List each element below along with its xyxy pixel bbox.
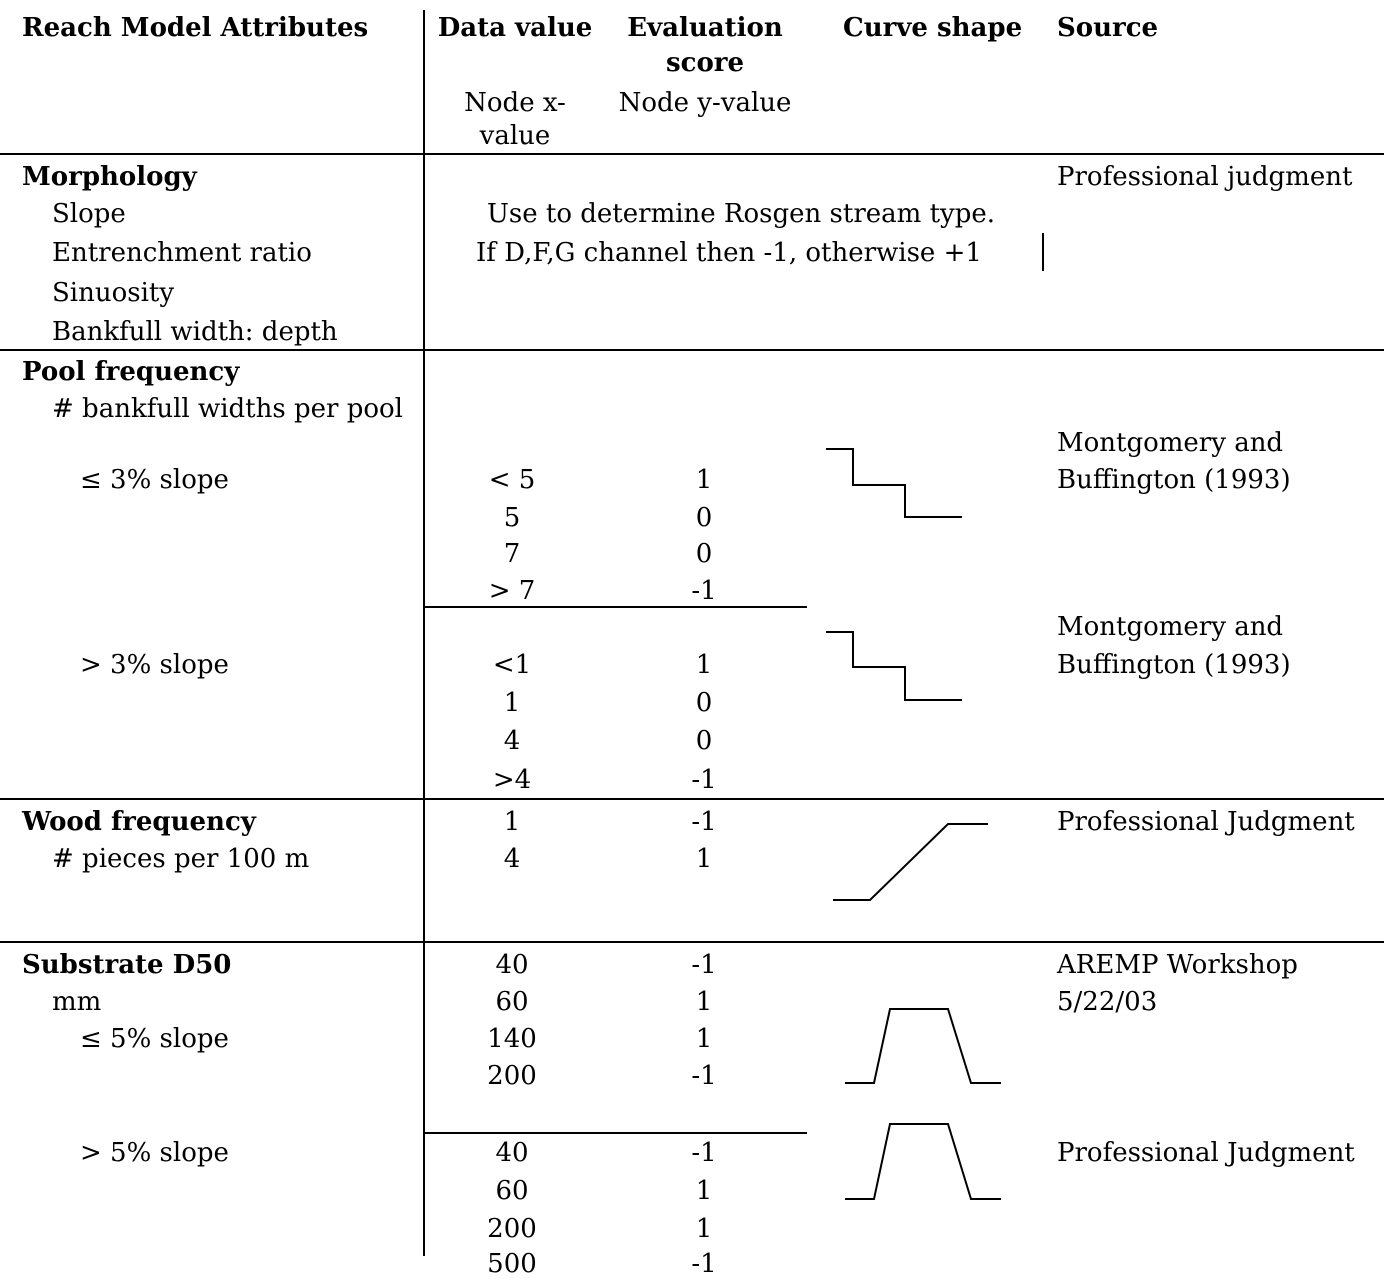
substrate-rule bbox=[0, 941, 1384, 943]
substrate-high-x: 60 bbox=[495, 1176, 529, 1206]
substrate-high-y: -1 bbox=[691, 1138, 717, 1168]
pool-slope-low: ≤ 3% slope bbox=[80, 465, 229, 495]
header-rule bbox=[0, 153, 1384, 155]
column-divider bbox=[423, 10, 425, 1256]
substrate-low-x: 40 bbox=[495, 950, 529, 980]
pool-source: Montgomery and bbox=[1057, 428, 1284, 458]
cursor-mark bbox=[1042, 233, 1044, 271]
pool-low-x: 7 bbox=[503, 539, 521, 569]
header-evaluation: Evaluation bbox=[627, 13, 783, 43]
morphology-item: Slope bbox=[52, 199, 126, 229]
header-source: Source bbox=[1057, 13, 1159, 43]
step-down-curve bbox=[826, 631, 962, 701]
substrate-unit: mm bbox=[52, 987, 102, 1017]
header-curve-shape: Curve shape bbox=[843, 13, 1023, 43]
morphology-note: If D,F,G channel then -1, otherwise +1 bbox=[476, 238, 982, 268]
substrate-high-y: 1 bbox=[695, 1176, 713, 1206]
pool-title: Pool frequency bbox=[22, 357, 240, 387]
substrate-low-x: 200 bbox=[487, 1061, 537, 1091]
substrate-slope-high: > 5% slope bbox=[80, 1138, 229, 1168]
header-node-y: Node y-value bbox=[618, 88, 792, 118]
wood-source: Professional Judgment bbox=[1057, 807, 1355, 837]
pool-source: Buffington (1993) bbox=[1057, 465, 1291, 495]
header-attributes: Reach Model Attributes bbox=[22, 13, 369, 43]
wood-y: 1 bbox=[695, 844, 713, 874]
wood-rule bbox=[0, 798, 1384, 800]
plateau-curve bbox=[845, 1123, 1001, 1200]
pool-source: Montgomery and bbox=[1057, 612, 1284, 642]
pool-high-y: 1 bbox=[695, 650, 713, 680]
wood-x: 1 bbox=[503, 807, 521, 837]
header-node-x-cont: value bbox=[479, 121, 551, 151]
wood-y: -1 bbox=[691, 807, 717, 837]
substrate-subrule bbox=[423, 1132, 807, 1134]
pool-low-x: < 5 bbox=[488, 465, 536, 495]
substrate-low-x: 140 bbox=[487, 1024, 537, 1054]
ramp-up-curve bbox=[833, 823, 988, 901]
step-down-curve bbox=[826, 448, 962, 518]
pool-low-y: 0 bbox=[695, 539, 713, 569]
pool-high-y: 0 bbox=[695, 726, 713, 756]
wood-subtitle: # pieces per 100 m bbox=[52, 844, 310, 874]
pool-high-x: 4 bbox=[503, 726, 521, 756]
header-data-value: Data value bbox=[437, 13, 593, 43]
substrate-high-y: 1 bbox=[695, 1214, 713, 1244]
pool-source: Buffington (1993) bbox=[1057, 650, 1291, 680]
pool-low-y: 0 bbox=[695, 503, 713, 533]
morphology-item: Bankfull width: depth bbox=[52, 317, 338, 347]
wood-title: Wood frequency bbox=[22, 807, 256, 837]
substrate-low-y: 1 bbox=[695, 1024, 713, 1054]
substrate-low-y: 1 bbox=[695, 987, 713, 1017]
pool-low-x: > 7 bbox=[488, 576, 536, 606]
pool-high-x: <1 bbox=[492, 650, 532, 680]
morphology-title: Morphology bbox=[22, 162, 197, 192]
morphology-item: Entrenchment ratio bbox=[52, 238, 312, 268]
pool-subrule bbox=[423, 606, 807, 608]
substrate-title: Substrate D50 bbox=[22, 950, 232, 980]
substrate-high-x: 40 bbox=[495, 1138, 529, 1168]
substrate-low-y: -1 bbox=[691, 950, 717, 980]
pool-subtitle: # bankfull widths per pool bbox=[52, 394, 403, 424]
plateau-curve bbox=[845, 1008, 1001, 1084]
morphology-source: Professional judgment bbox=[1057, 162, 1353, 192]
pool-high-y: -1 bbox=[691, 765, 717, 795]
substrate-low-y: -1 bbox=[691, 1061, 717, 1091]
header-node-x: Node x- bbox=[464, 88, 566, 118]
pool-low-x: 5 bbox=[503, 503, 521, 533]
morphology-item: Sinuosity bbox=[52, 278, 175, 308]
pool-high-x: 1 bbox=[503, 688, 521, 718]
morphology-note: Use to determine Rosgen stream type. bbox=[487, 199, 996, 229]
substrate-source: AREMP Workshop bbox=[1057, 950, 1298, 980]
substrate-low-x: 60 bbox=[495, 987, 529, 1017]
header-score: score bbox=[665, 48, 745, 78]
substrate-high-x: 200 bbox=[487, 1214, 537, 1244]
substrate-source: Professional Judgment bbox=[1057, 1138, 1355, 1168]
substrate-slope-low: ≤ 5% slope bbox=[80, 1024, 229, 1054]
pool-high-y: 0 bbox=[695, 688, 713, 718]
morphology-rule bbox=[0, 349, 1384, 351]
pool-slope-high: > 3% slope bbox=[80, 650, 229, 680]
pool-low-y: 1 bbox=[695, 465, 713, 495]
pool-high-x: >4 bbox=[492, 765, 532, 795]
substrate-source: 5/22/03 bbox=[1057, 987, 1158, 1017]
pool-low-y: -1 bbox=[691, 576, 717, 606]
wood-x: 4 bbox=[503, 844, 521, 874]
